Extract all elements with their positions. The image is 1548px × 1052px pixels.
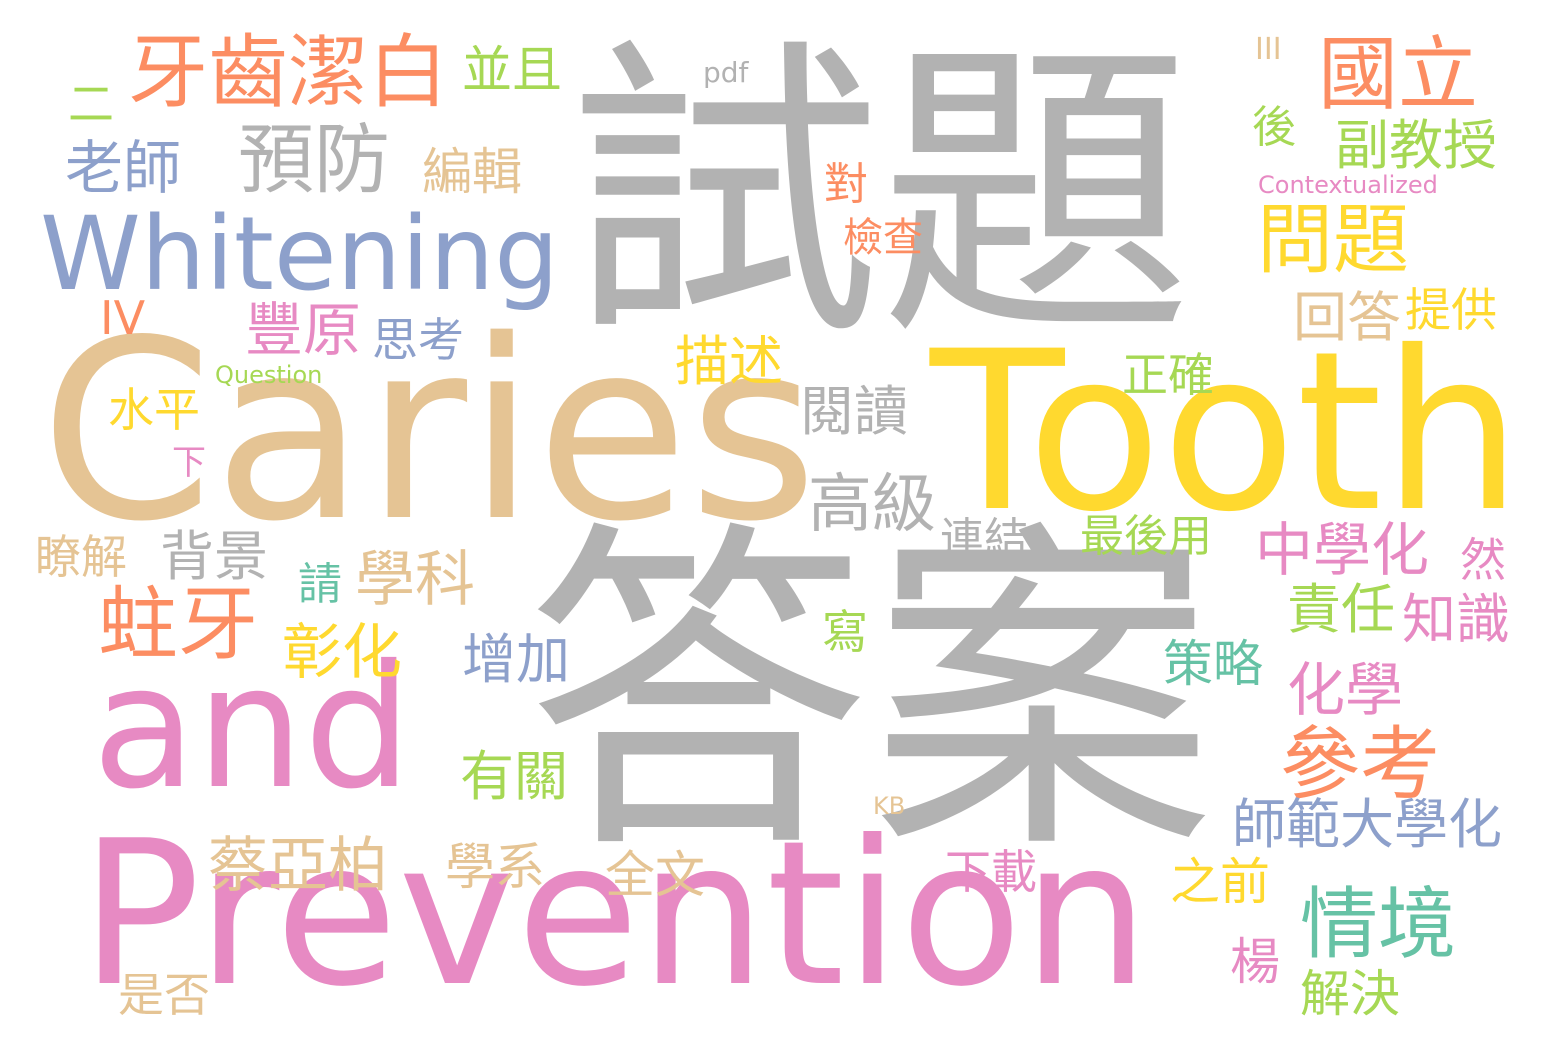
word: 編輯 bbox=[422, 143, 522, 201]
word: Tooth bbox=[930, 304, 1522, 560]
word: 豐原 bbox=[245, 296, 362, 364]
word: 楊 bbox=[1230, 933, 1280, 991]
word: 國立 bbox=[1318, 28, 1478, 121]
word: 是否 bbox=[118, 968, 210, 1022]
word: 老師 bbox=[65, 134, 182, 202]
word: 水平 bbox=[108, 383, 200, 437]
word: 背景 bbox=[160, 525, 268, 588]
word: 彰化 bbox=[282, 618, 402, 688]
word: 描述 bbox=[675, 330, 783, 393]
word: 中學化 bbox=[1255, 516, 1430, 584]
word: 學科 bbox=[355, 545, 475, 615]
word: 之前 bbox=[1170, 853, 1270, 911]
word: 檢查 bbox=[843, 215, 923, 261]
word: 試題 bbox=[568, 13, 1192, 377]
word: Prevention bbox=[80, 798, 1150, 1031]
word: 牙齒潔白 bbox=[128, 26, 448, 119]
word: 學系 bbox=[445, 838, 545, 896]
word: 師範大學化 bbox=[1232, 793, 1502, 856]
word: IV bbox=[100, 291, 146, 345]
word: 副教授 bbox=[1335, 114, 1497, 177]
word: 策略 bbox=[1163, 635, 1263, 693]
word: Contextualized bbox=[1258, 171, 1438, 199]
word: 蛀牙 bbox=[98, 578, 258, 671]
word: 下 bbox=[172, 443, 206, 483]
word: 高級 bbox=[808, 468, 936, 542]
word: 責任 bbox=[1287, 578, 1395, 641]
word: pdf bbox=[703, 56, 749, 89]
word: 知識 bbox=[1402, 588, 1510, 651]
word: 寫 bbox=[822, 605, 868, 659]
word: 並且 bbox=[462, 41, 562, 99]
word: 對 bbox=[824, 159, 868, 210]
word: 預防 bbox=[238, 115, 390, 204]
word: 然 bbox=[1460, 533, 1506, 587]
word: 解決 bbox=[1300, 965, 1400, 1023]
word: 化學 bbox=[1287, 656, 1404, 724]
word: 思考 bbox=[372, 313, 464, 367]
word: 全文 bbox=[605, 846, 705, 904]
word: Whitening bbox=[40, 195, 559, 314]
word: 答案 bbox=[525, 494, 1215, 896]
word: 正確 bbox=[1122, 348, 1214, 402]
word: 後 bbox=[1252, 102, 1296, 153]
word: 問題 bbox=[1257, 195, 1409, 284]
word: 蔡亞柏 bbox=[208, 831, 388, 901]
word: 增加 bbox=[462, 628, 570, 691]
word: 情境 bbox=[1300, 880, 1457, 970]
word: 有關 bbox=[460, 745, 568, 808]
word: 參考 bbox=[1280, 718, 1440, 811]
word: 二 bbox=[68, 77, 114, 131]
word: 回答 bbox=[1293, 286, 1401, 349]
word: Question bbox=[215, 361, 323, 389]
word: III bbox=[1255, 32, 1282, 67]
word: 下載 bbox=[945, 845, 1037, 899]
word: 請 bbox=[298, 559, 342, 610]
word: 最後用 bbox=[1080, 511, 1212, 562]
word: KB bbox=[873, 792, 906, 820]
word: Caries bbox=[40, 288, 818, 576]
word: 瞭解 bbox=[35, 530, 127, 584]
word: and bbox=[92, 629, 412, 827]
word: 提供 bbox=[1405, 283, 1497, 337]
word: 連結 bbox=[940, 514, 1028, 565]
word: 閱讀 bbox=[800, 380, 908, 443]
